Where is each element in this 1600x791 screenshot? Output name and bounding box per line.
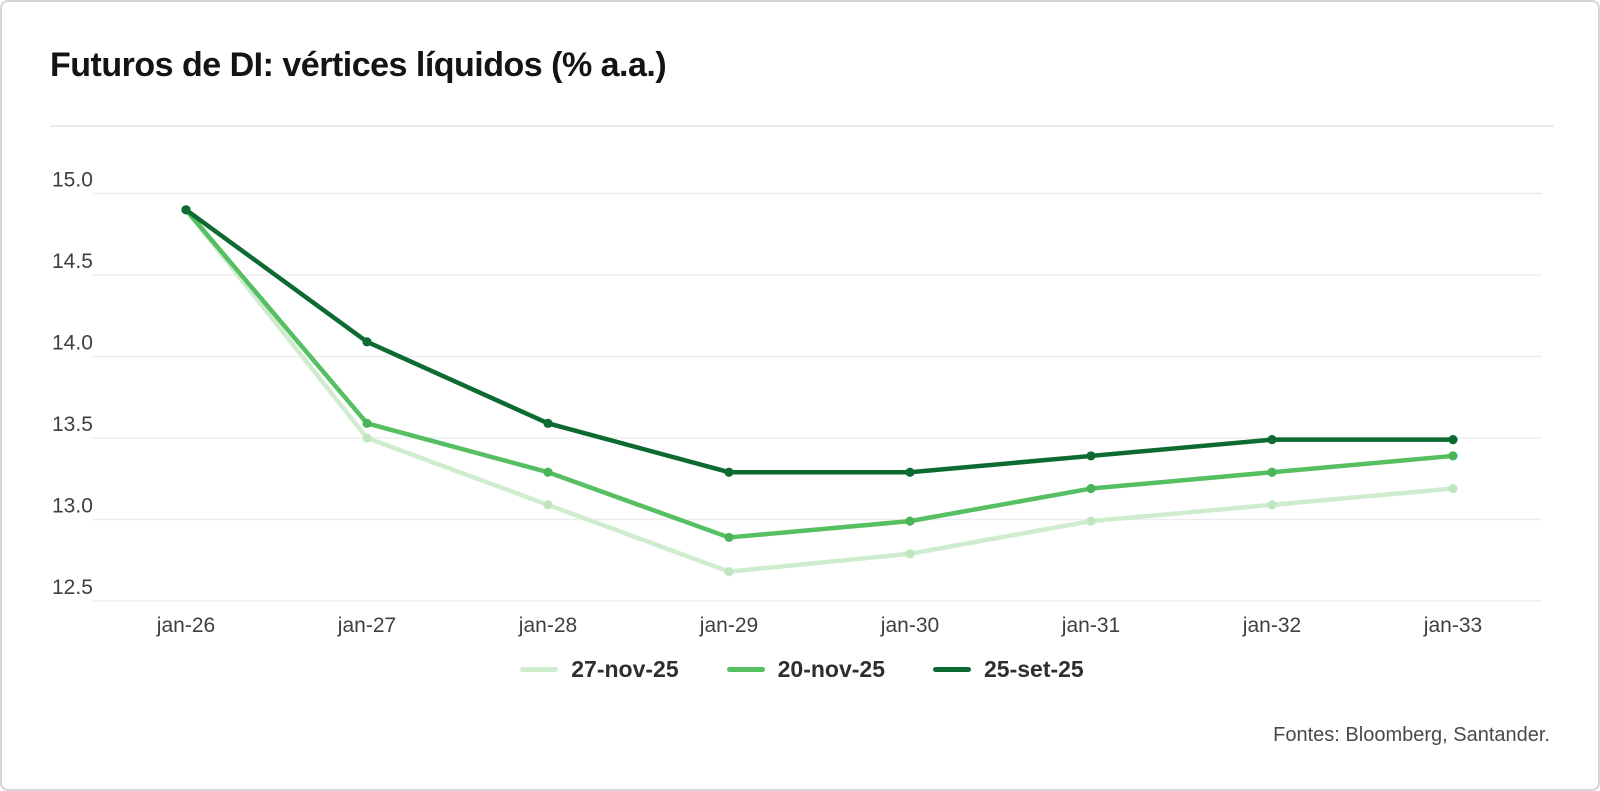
data-point-marker [362,418,372,428]
data-point-marker [543,500,553,510]
legend-label: 27-nov-25 [571,656,679,682]
gridlines [92,192,1542,602]
y-tick-label: 15.0 [52,169,93,192]
x-tick-label: jan-33 [1423,614,1482,637]
data-point-marker [905,549,915,559]
data-point-marker [905,516,915,526]
data-point-marker [543,467,553,477]
legend-label: 25-set-25 [984,656,1084,682]
data-point-marker [362,433,372,443]
data-point-marker [905,467,915,477]
legend-swatch [520,667,559,672]
legend-item: 27-nov-25 [520,656,679,683]
legend-label: 20-nov-25 [777,656,885,682]
data-point-marker [181,205,191,215]
data-point-marker [1448,435,1458,445]
legend-item: 20-nov-25 [726,656,885,683]
data-point-marker [543,418,553,428]
chart-legend: 27-nov-25 20-nov-25 25-set-25 [2,656,1598,683]
legend-swatch [933,667,971,672]
data-point-marker [1086,483,1096,494]
legend-item: 25-set-25 [933,656,1084,683]
data-point-marker [1086,451,1096,461]
legend-swatch [726,667,765,672]
y-tick-label: 14.5 [52,250,93,273]
y-axis-labels: 15.0 14.5 14.0 13.5 13.0 12.5 [52,169,93,600]
y-tick-label: 14.0 [52,332,93,355]
data-point-marker [362,337,372,347]
data-point-marker [1086,516,1096,526]
data-point-marker [1267,500,1277,510]
data-point-marker [724,467,734,477]
x-tick-label: jan-29 [699,614,758,637]
data-point-marker [1448,451,1458,461]
y-tick-label: 13.5 [52,413,93,436]
source-note: Fontes: Bloomberg, Santander. [1273,724,1550,746]
series-25-set-25 [181,205,1458,477]
data-point-marker [1267,435,1277,445]
data-point-marker [1448,483,1458,494]
data-point-marker [724,567,734,577]
x-axis-labels: jan-26 jan-27 jan-28 jan-29 jan-30 jan-31 jan-… [156,614,1482,637]
x-tick-label: jan-27 [337,614,396,637]
x-tick-label: jan-31 [1061,614,1120,637]
x-tick-label: jan-28 [518,614,577,637]
y-tick-label: 13.0 [52,495,93,518]
chart-title: Futuros de DI: vértices líquidos (% a.a.… [50,46,667,84]
series-line [183,207,1456,574]
x-tick-label: jan-26 [156,614,215,637]
data-point-marker [1267,467,1277,477]
series-20-nov-25 [181,205,1458,543]
series-line [183,207,1456,540]
series-27-nov-25 [181,205,1458,577]
title-divider [50,125,1554,127]
series-line [183,207,1456,475]
x-tick-label: jan-32 [1242,614,1301,637]
data-point-marker [724,532,734,543]
y-tick-label: 12.5 [52,576,93,599]
x-tick-label: jan-30 [880,614,939,637]
